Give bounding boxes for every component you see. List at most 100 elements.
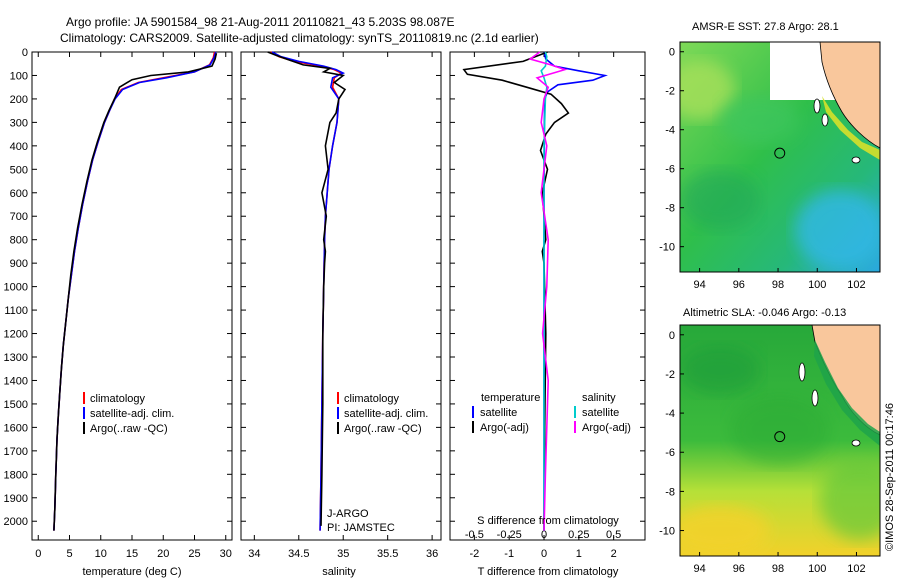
y-tick-label: 1700 (4, 446, 28, 458)
legend-label-temp-argo: Argo(-adj) (480, 422, 529, 434)
sst-map-island (821, 113, 829, 127)
temperature-xlabel: temperature (deg C) (82, 566, 181, 578)
y-tick-label: 500 (10, 164, 28, 176)
x-tick-label: 2 (611, 548, 617, 560)
map-x-tick-label: 94 (693, 563, 705, 575)
y-tick-label: 900 (10, 258, 28, 270)
x-tick-label: 0 (35, 548, 41, 560)
salinity-legend: climatology satellite-adj. clim. Argo(..… (337, 392, 428, 435)
argo-position-marker (774, 431, 786, 443)
map-y-tick-label: -8 (665, 203, 675, 215)
y-tick-label: 1400 (4, 375, 28, 387)
legend-label-climatology: climatology (90, 393, 146, 405)
sla-map-axes: 94 96 98 100 102 0 -2 -4 -6 -8 -10 (659, 330, 866, 575)
x-tick-label: 35 (337, 548, 349, 560)
x2-tick-label: -0.25 (497, 529, 522, 541)
x2-tick-label: 0.5 (606, 529, 621, 541)
salinity-ticks: 34 34.5 35 35.5 36 (241, 51, 441, 560)
map-x-tick-label: 96 (733, 563, 745, 575)
map-y-tick-label: -8 (665, 486, 675, 498)
argo-position-marker (774, 147, 786, 159)
difference-x2label: S difference from climatology (477, 515, 619, 527)
x-tick-label: -2 (469, 548, 479, 560)
map-y-tick-label: 0 (669, 330, 675, 342)
salinity-series (267, 51, 347, 531)
series-line-salinity-argo-adj- (528, 51, 568, 531)
map-x-tick-label: 98 (772, 563, 784, 575)
y-tick-label: 1000 (4, 282, 28, 294)
x-tick-label: 30 (220, 548, 232, 560)
y-tick-label: 100 (10, 70, 28, 82)
x-tick-label: 15 (126, 548, 138, 560)
y-tick-label: 200 (10, 94, 28, 106)
legend-label-argo: Argo(..raw -QC) (344, 423, 422, 435)
sla-map-frame (679, 324, 881, 557)
map-y-tick-label: -10 (659, 242, 675, 254)
difference-series (462, 51, 608, 531)
y-tick-label: 1300 (4, 352, 28, 364)
difference-ticks: -2 -1 0 1 2 -0.5 -0.25 0 0.25 0.5 (450, 51, 645, 560)
y-tick-label: 1100 (4, 305, 28, 317)
map-y-tick-label: -2 (665, 86, 675, 98)
x2-tick-label: 0 (541, 529, 547, 541)
temperature-legend: climatology satellite-adj. clim. Argo(..… (83, 392, 174, 435)
y-tick-label: 300 (10, 117, 28, 129)
series-line-argo-raw-qc- (267, 51, 347, 526)
series-line-argo-raw-qc- (53, 53, 218, 531)
y-tick-label: 400 (10, 141, 28, 153)
sst-map-field (680, 42, 880, 272)
sla-map-island (851, 439, 861, 447)
map-y-tick-label: -6 (665, 447, 675, 459)
x-tick-label: 20 (157, 548, 169, 560)
difference-panel-frame (449, 51, 646, 541)
sst-map-title: AMSR-E SST: 27.8 Argo: 28.1 (692, 21, 839, 33)
y-tick-label: 600 (10, 188, 28, 200)
sla-map-title: Altimetric SLA: -0.046 Argo: -0.13 (683, 307, 846, 319)
temperature-panel-frame (31, 51, 233, 541)
sst-map-frame (679, 41, 881, 273)
map-y-tick-label: -4 (665, 408, 675, 420)
sst-map-land (819, 42, 880, 149)
difference-legend: temperature salinity satellite Argo(-adj… (472, 392, 631, 434)
sst-map-island (813, 98, 821, 114)
figure-title-line1: Argo profile: JA 5901584_98 21-Aug-2011 … (66, 15, 455, 29)
figure-title-line2: Climatology: CARS2009. Satellite-adjuste… (60, 31, 539, 45)
salinity-panel-frame (240, 51, 442, 541)
x-tick-label: 0 (541, 548, 547, 560)
x-tick-label: 25 (188, 548, 200, 560)
temperature-series (53, 51, 218, 531)
x-tick-label: 1 (576, 548, 582, 560)
x-tick-label: 34 (248, 548, 260, 560)
credit-footer: ©IMOS 28-Sep-2011 00:17:46 (884, 403, 896, 551)
y-tick-label: 1900 (4, 493, 28, 505)
sla-map-island (811, 389, 819, 407)
annotation-pi: PI: JAMSTEC (327, 522, 395, 534)
x-tick-label: 35.5 (377, 548, 398, 560)
legend-label-satellite-adj: satellite-adj. clim. (90, 408, 174, 420)
x-tick-label: 36 (426, 548, 438, 560)
map-x-tick-label: 98 (772, 279, 784, 291)
legend-header-temperature: temperature (481, 392, 540, 404)
legend-label-argo: Argo(..raw -QC) (90, 423, 168, 435)
map-x-tick-label: 102 (847, 563, 865, 575)
y-tick-label: 0 (22, 47, 28, 59)
y-tick-label: 1800 (4, 469, 28, 481)
difference-xlabel: T difference from climatology (478, 566, 619, 578)
x2-tick-label: -0.5 (465, 529, 484, 541)
legend-label-sal-satellite: satellite (582, 407, 619, 419)
map-x-tick-label: 94 (693, 279, 705, 291)
y-tick-label: 2000 (4, 516, 28, 528)
map-y-tick-label: -6 (665, 164, 675, 176)
map-x-tick-label: 100 (808, 563, 826, 575)
legend-header-salinity: salinity (582, 392, 616, 404)
y-tick-label: 1600 (4, 422, 28, 434)
sla-map-island (798, 362, 806, 382)
x-tick-label: -1 (504, 548, 514, 560)
x-tick-label: 5 (66, 548, 72, 560)
map-y-tick-label: 0 (669, 47, 675, 59)
annotation-j-argo: J-ARGO (327, 508, 369, 520)
y-tick-label: 800 (10, 235, 28, 247)
sst-map-island (851, 156, 861, 164)
y-tick-label: 700 (10, 211, 28, 223)
